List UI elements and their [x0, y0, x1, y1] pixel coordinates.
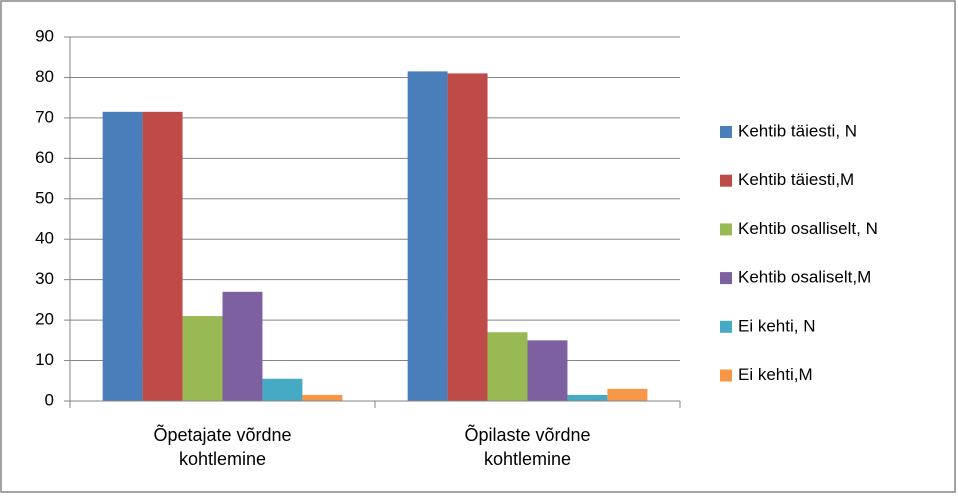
- x-tick-label: Õpetajate võrdne kohtlemine: [153, 425, 292, 469]
- legend-label: Kehtib osalliselt, N: [738, 219, 878, 238]
- y-tick-label: 10: [35, 350, 54, 369]
- bar: [182, 316, 223, 401]
- bar: [487, 332, 528, 401]
- bar: [447, 73, 488, 402]
- bar: [262, 378, 303, 401]
- y-tick-label: 80: [35, 67, 54, 86]
- bar: [407, 71, 448, 401]
- bar: [527, 340, 568, 401]
- y-tick-label: 90: [35, 26, 54, 45]
- legend-label: Kehtib täiesti,M: [738, 170, 854, 189]
- x-label-box: Õpetajate võrdne kohtlemine: [153, 425, 292, 469]
- bar: [222, 291, 263, 401]
- y-tick-label: 60: [35, 148, 54, 167]
- y-tick-label: 20: [35, 310, 54, 329]
- bar: [102, 111, 143, 402]
- bar: [142, 111, 183, 402]
- legend-label: Ei kehti, N: [738, 316, 815, 335]
- y-tick-label: 0: [45, 390, 54, 409]
- y-tick-label: 40: [35, 229, 54, 248]
- y-tick-label: 50: [35, 188, 54, 207]
- bar: [302, 394, 343, 401]
- legend-label: Ei kehti,M: [738, 365, 813, 384]
- y-tick-label: 30: [35, 269, 54, 288]
- legend-swatch: [720, 126, 732, 138]
- bar: [567, 394, 608, 401]
- x-label-box: Õpilaste võrdne kohtlemine: [464, 425, 591, 469]
- legend-label: Kehtib täiesti, N: [738, 121, 857, 140]
- legend-swatch: [720, 272, 732, 285]
- y-tick-label: 70: [35, 107, 54, 126]
- legend-swatch: [720, 174, 732, 187]
- legend-swatch: [720, 320, 732, 333]
- legend-swatch: [720, 223, 732, 236]
- x-tick-label: Õpilaste võrdne kohtlemine: [464, 425, 591, 469]
- legend-label: Kehtib osaliselt,M: [738, 268, 871, 287]
- legend-swatch: [720, 369, 732, 382]
- bar: [607, 388, 648, 401]
